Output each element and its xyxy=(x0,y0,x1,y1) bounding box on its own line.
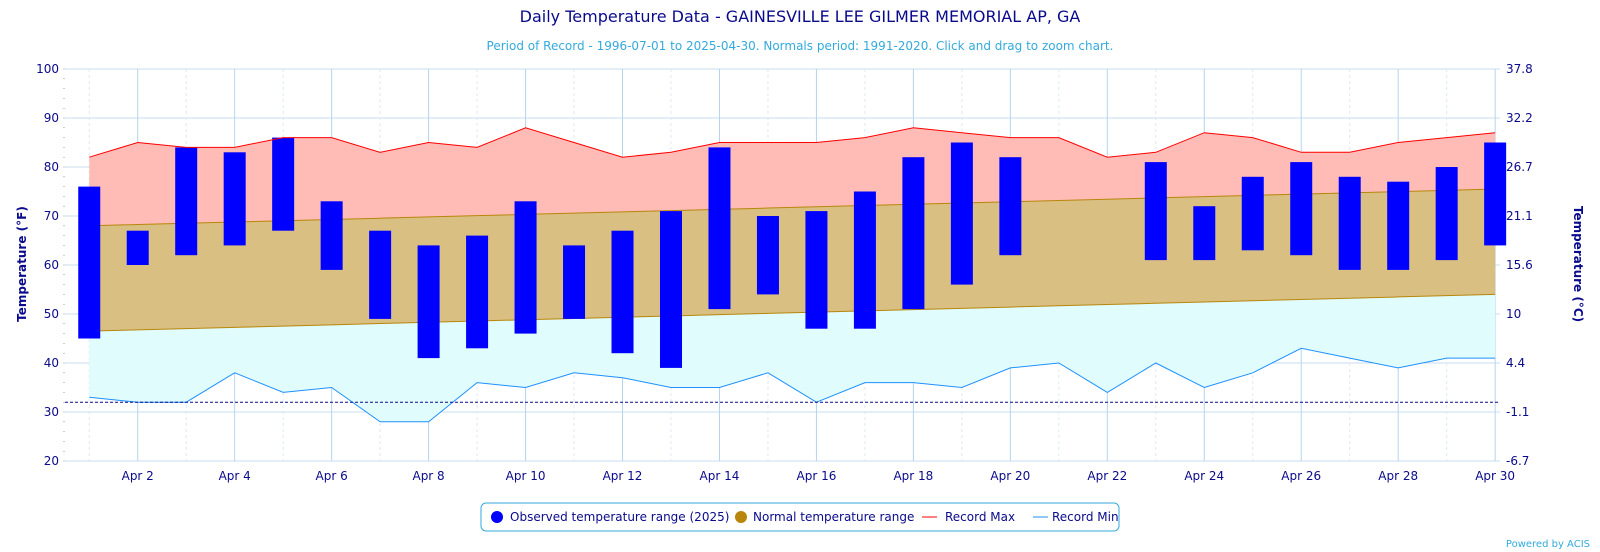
observed-bar xyxy=(1290,162,1313,256)
y-tick-label-right: 4.4 xyxy=(1506,356,1525,370)
x-tick-label: Apr 18 xyxy=(893,469,933,483)
y-tick-label: 100 xyxy=(36,62,59,76)
observed-bar xyxy=(611,230,634,354)
band-normal-range xyxy=(89,189,1496,332)
observed-bar xyxy=(514,201,537,334)
observed-bar xyxy=(1193,206,1216,261)
observed-bar xyxy=(320,201,343,270)
observed-bar xyxy=(999,157,1022,256)
observed-bar xyxy=(950,142,973,285)
y-tick-label: 90 xyxy=(44,111,59,125)
x-tick-label: Apr 26 xyxy=(1281,469,1321,483)
observed-bar xyxy=(466,235,489,349)
observed-bar xyxy=(659,211,682,368)
observed-bar xyxy=(805,211,828,329)
observed-bar xyxy=(902,157,925,310)
y-tick-label: 50 xyxy=(44,307,59,321)
legend-item-normal[interactable]: Normal temperature range xyxy=(735,510,914,524)
x-tick-label: Apr 2 xyxy=(122,469,154,483)
record-max-line xyxy=(89,127,1496,158)
y-tick-label-right: -1.1 xyxy=(1506,405,1529,419)
observed-bar xyxy=(853,191,876,329)
legend-box xyxy=(480,502,1120,532)
observed-bar xyxy=(223,152,246,246)
observed-bar xyxy=(369,230,392,319)
band-above-normal xyxy=(89,127,1496,226)
band-below-normal xyxy=(89,294,1496,422)
x-tick-label: Apr 12 xyxy=(603,469,643,483)
y-tick-label: 30 xyxy=(44,405,59,419)
y-tick-label: 60 xyxy=(44,258,59,272)
y-tick-label-right: -6.7 xyxy=(1506,454,1529,468)
observed-bar xyxy=(1484,142,1507,246)
observed-bars xyxy=(78,137,1507,368)
observed-bar xyxy=(563,245,586,319)
legend-label-record-max: Record Max xyxy=(945,510,1015,524)
y-axis-right-ticks: -6.7 -1.1 4.4 10 15.6 21.1 26.7 32.2 37.8 xyxy=(1506,62,1533,468)
observed-bar xyxy=(1144,162,1167,261)
chart-subtitle: Period of Record - 1996-07-01 to 2025-04… xyxy=(487,39,1114,53)
y-tick-label: 80 xyxy=(44,160,59,174)
observed-bar xyxy=(1387,181,1410,270)
legend-item-observed[interactable]: Observed temperature range (2025) xyxy=(491,510,729,524)
y-tick-label-right: 32.2 xyxy=(1506,111,1533,125)
observed-bar xyxy=(756,216,779,295)
legend-item-record-min[interactable]: Record Min xyxy=(1033,510,1119,524)
y-tick-label-right: 15.6 xyxy=(1506,258,1533,272)
y-tick-label: 40 xyxy=(44,356,59,370)
x-tick-label: Apr 6 xyxy=(316,469,348,483)
y-tick-label-right: 10 xyxy=(1506,307,1521,321)
x-tick-label: Apr 28 xyxy=(1378,469,1418,483)
x-tick-label: Apr 10 xyxy=(506,469,546,483)
x-tick-label: Apr 24 xyxy=(1184,469,1224,483)
y-axis-right-title: Temperature (°C) xyxy=(1571,206,1585,322)
x-tick-label: Apr 20 xyxy=(990,469,1030,483)
legend-label-normal: Normal temperature range xyxy=(753,510,914,524)
y-axis-ticks: 20 30 40 50 60 70 80 90 100 xyxy=(36,62,59,468)
record-lines xyxy=(65,127,1500,423)
observed-bar xyxy=(126,230,149,265)
legend-marker-observed xyxy=(491,511,503,523)
observed-bar xyxy=(175,147,198,256)
legend-item-record-max[interactable]: Record Max xyxy=(922,510,1015,524)
y-tick-label: 20 xyxy=(44,454,59,468)
x-tick-label: Apr 4 xyxy=(219,469,251,483)
y-tick-label-right: 37.8 xyxy=(1506,62,1533,76)
legend-label-observed: Observed temperature range (2025) xyxy=(510,510,729,524)
x-tick-label: Apr 14 xyxy=(700,469,740,483)
observed-bar xyxy=(272,137,295,231)
y-axis-title: Temperature (°F) xyxy=(15,206,29,322)
record-min-line xyxy=(89,347,1496,423)
observed-bar xyxy=(78,186,101,339)
x-axis-ticks: Apr 2 Apr 4 Apr 6 Apr 8 Apr 10 Apr 12 Apr 14 Ap… xyxy=(122,469,1515,483)
legend: Observed temperature range (2025) Normal… xyxy=(480,502,1120,532)
chart-title: Daily Temperature Data - GAINESVILLE LEE… xyxy=(520,7,1081,26)
observed-bar xyxy=(708,147,731,310)
observed-bar xyxy=(1241,176,1264,251)
x-tick-label: Apr 16 xyxy=(797,469,837,483)
observed-bar xyxy=(417,245,440,359)
x-tick-label: Apr 22 xyxy=(1087,469,1127,483)
legend-marker-normal xyxy=(735,511,747,523)
legend-label-record-min: Record Min xyxy=(1052,510,1119,524)
normal-low-line xyxy=(89,293,1496,332)
observed-bar xyxy=(1338,176,1361,270)
x-tick-label: Apr 8 xyxy=(412,469,444,483)
temperature-bands xyxy=(89,127,1496,422)
credit-link[interactable]: Powered by ACIS xyxy=(1506,539,1590,550)
y-tick-label: 70 xyxy=(44,209,59,223)
x-tick-label: Apr 30 xyxy=(1475,469,1515,483)
y-tick-label-right: 26.7 xyxy=(1506,160,1533,174)
observed-bar xyxy=(1435,167,1458,261)
y-tick-label-right: 21.1 xyxy=(1506,209,1533,223)
